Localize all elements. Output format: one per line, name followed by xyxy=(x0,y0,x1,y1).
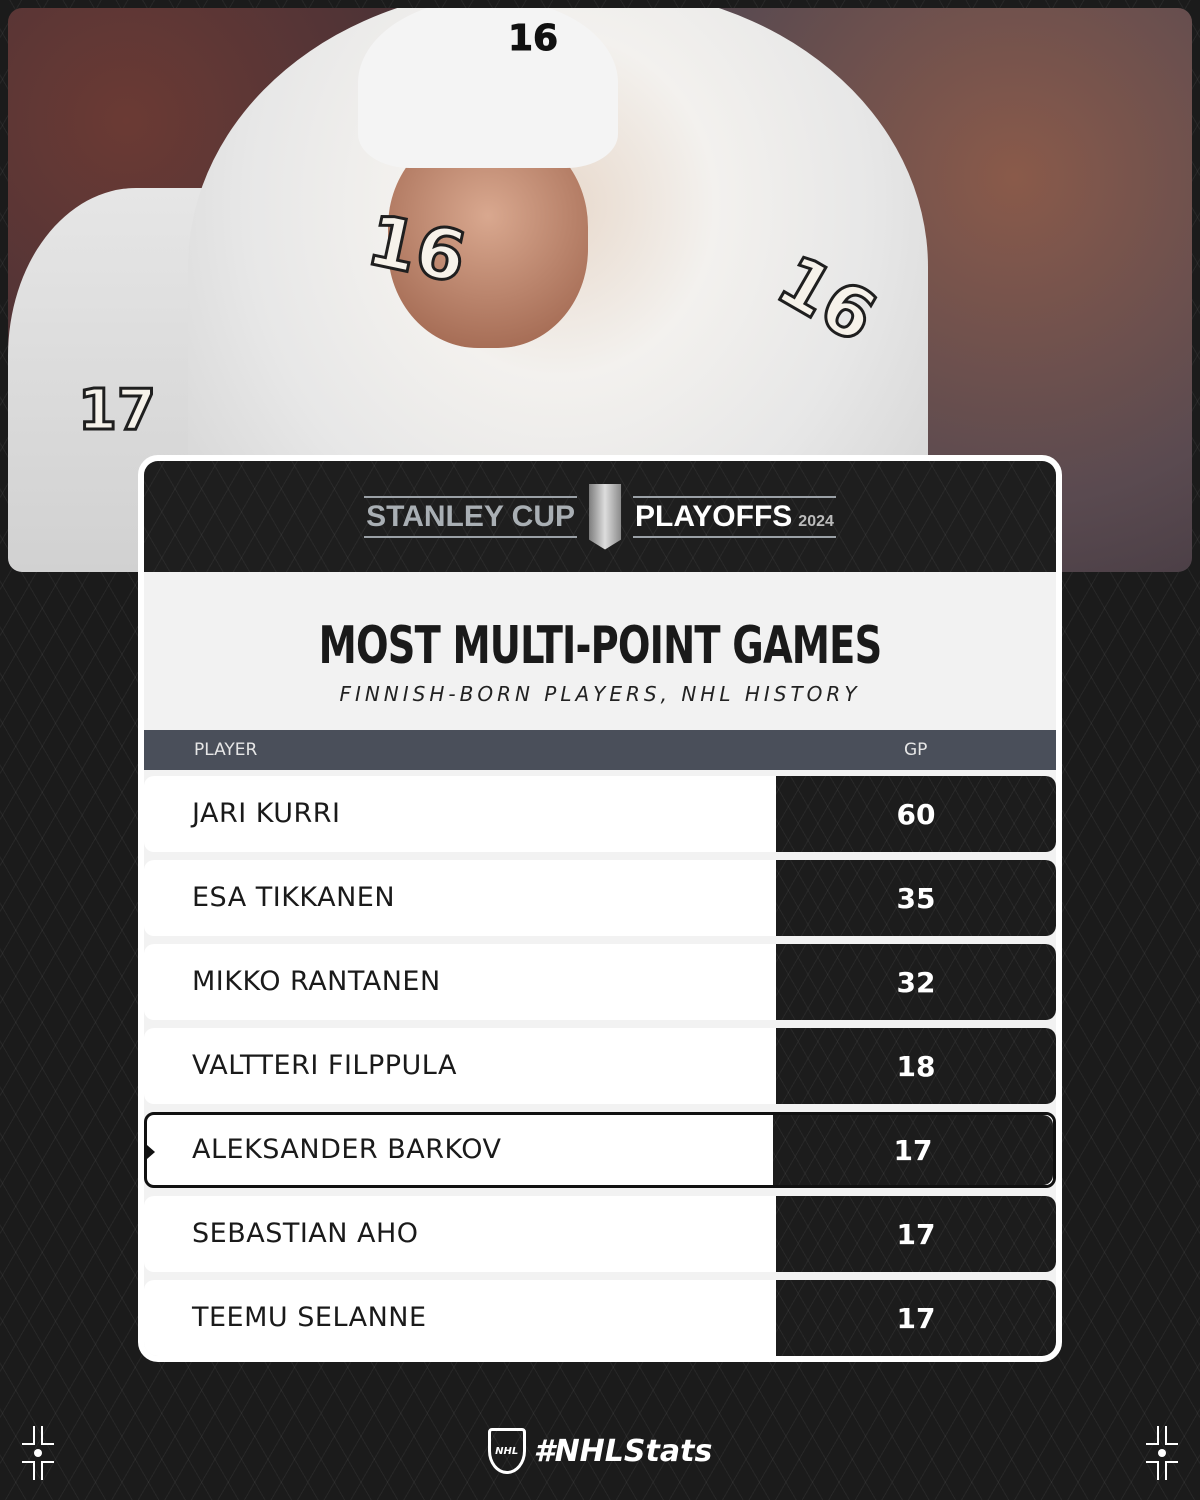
player-name: ALEKSANDER BARKOV xyxy=(192,1134,502,1165)
table-row: ESA TIKKANEN 35 xyxy=(144,860,1056,936)
player-name: VALTTERI FILPPULA xyxy=(192,1050,457,1081)
corner-ornament-left-icon xyxy=(22,1426,54,1480)
player-name: SEBASTIAN AHO xyxy=(192,1218,419,1249)
player-name: JARI KURRI xyxy=(192,798,341,829)
table-row: VALTTERI FILPPULA 18 xyxy=(144,1028,1056,1104)
gp-value: 35 xyxy=(776,860,1056,936)
gp-value: 18 xyxy=(776,1028,1056,1104)
player-name: ESA TIKKANEN xyxy=(192,882,396,913)
helmet: 16 xyxy=(358,8,618,168)
highlight-arrow-icon xyxy=(147,1145,155,1159)
logo-playoffs-text: PLAYOFFS xyxy=(635,499,793,533)
table-row: ALEKSANDER BARKOV 17 xyxy=(144,1112,1056,1188)
logo-stanley-cup: STANLEY CUP xyxy=(364,495,578,538)
table-row: SEBASTIAN AHO 17 xyxy=(144,1196,1056,1272)
hashtag-text: #NHLStats xyxy=(533,1433,713,1469)
table-header: PLAYER GP xyxy=(144,730,1056,770)
player-name: TEEMU SELANNE xyxy=(192,1302,427,1333)
gp-value: 17 xyxy=(776,1280,1056,1356)
table-row: JARI KURRI 60 xyxy=(144,776,1056,852)
player-name: MIKKO RANTANEN xyxy=(192,966,441,997)
page-title: MOST MULTI-POINT GAMES xyxy=(318,616,883,676)
column-header-gp: GP xyxy=(904,740,928,760)
gp-value: 32 xyxy=(776,944,1056,1020)
page-subtitle: FINNISH-BORN PLAYERS, NHL HISTORY xyxy=(339,682,861,706)
gp-value: 17 xyxy=(776,1196,1056,1272)
column-header-player: PLAYER xyxy=(194,740,258,760)
nhl-shield-icon: NHL xyxy=(487,1428,526,1474)
table-row: TEEMU SELANNE 17 xyxy=(144,1280,1056,1356)
logo-year: 2024 xyxy=(798,512,834,530)
teammate-number: 17 xyxy=(77,377,158,445)
helmet-number: 16 xyxy=(507,18,559,60)
table-row: MIKKO RANTANEN 32 xyxy=(144,944,1056,1020)
gp-value: 17 xyxy=(773,1115,1053,1185)
playoffs-logo-header: STANLEY CUP PLAYOFFS 2024 xyxy=(144,461,1056,572)
gp-value: 60 xyxy=(776,776,1056,852)
corner-ornament-right-icon xyxy=(1146,1426,1178,1480)
stats-card: STANLEY CUP PLAYOFFS 2024 MOST MULTI-POIN… xyxy=(138,455,1062,1362)
logo-playoffs: PLAYOFFS 2024 xyxy=(633,495,836,538)
stanley-cup-icon xyxy=(589,483,622,550)
footer-hashtag: NHL #NHLStats xyxy=(0,1428,1200,1474)
